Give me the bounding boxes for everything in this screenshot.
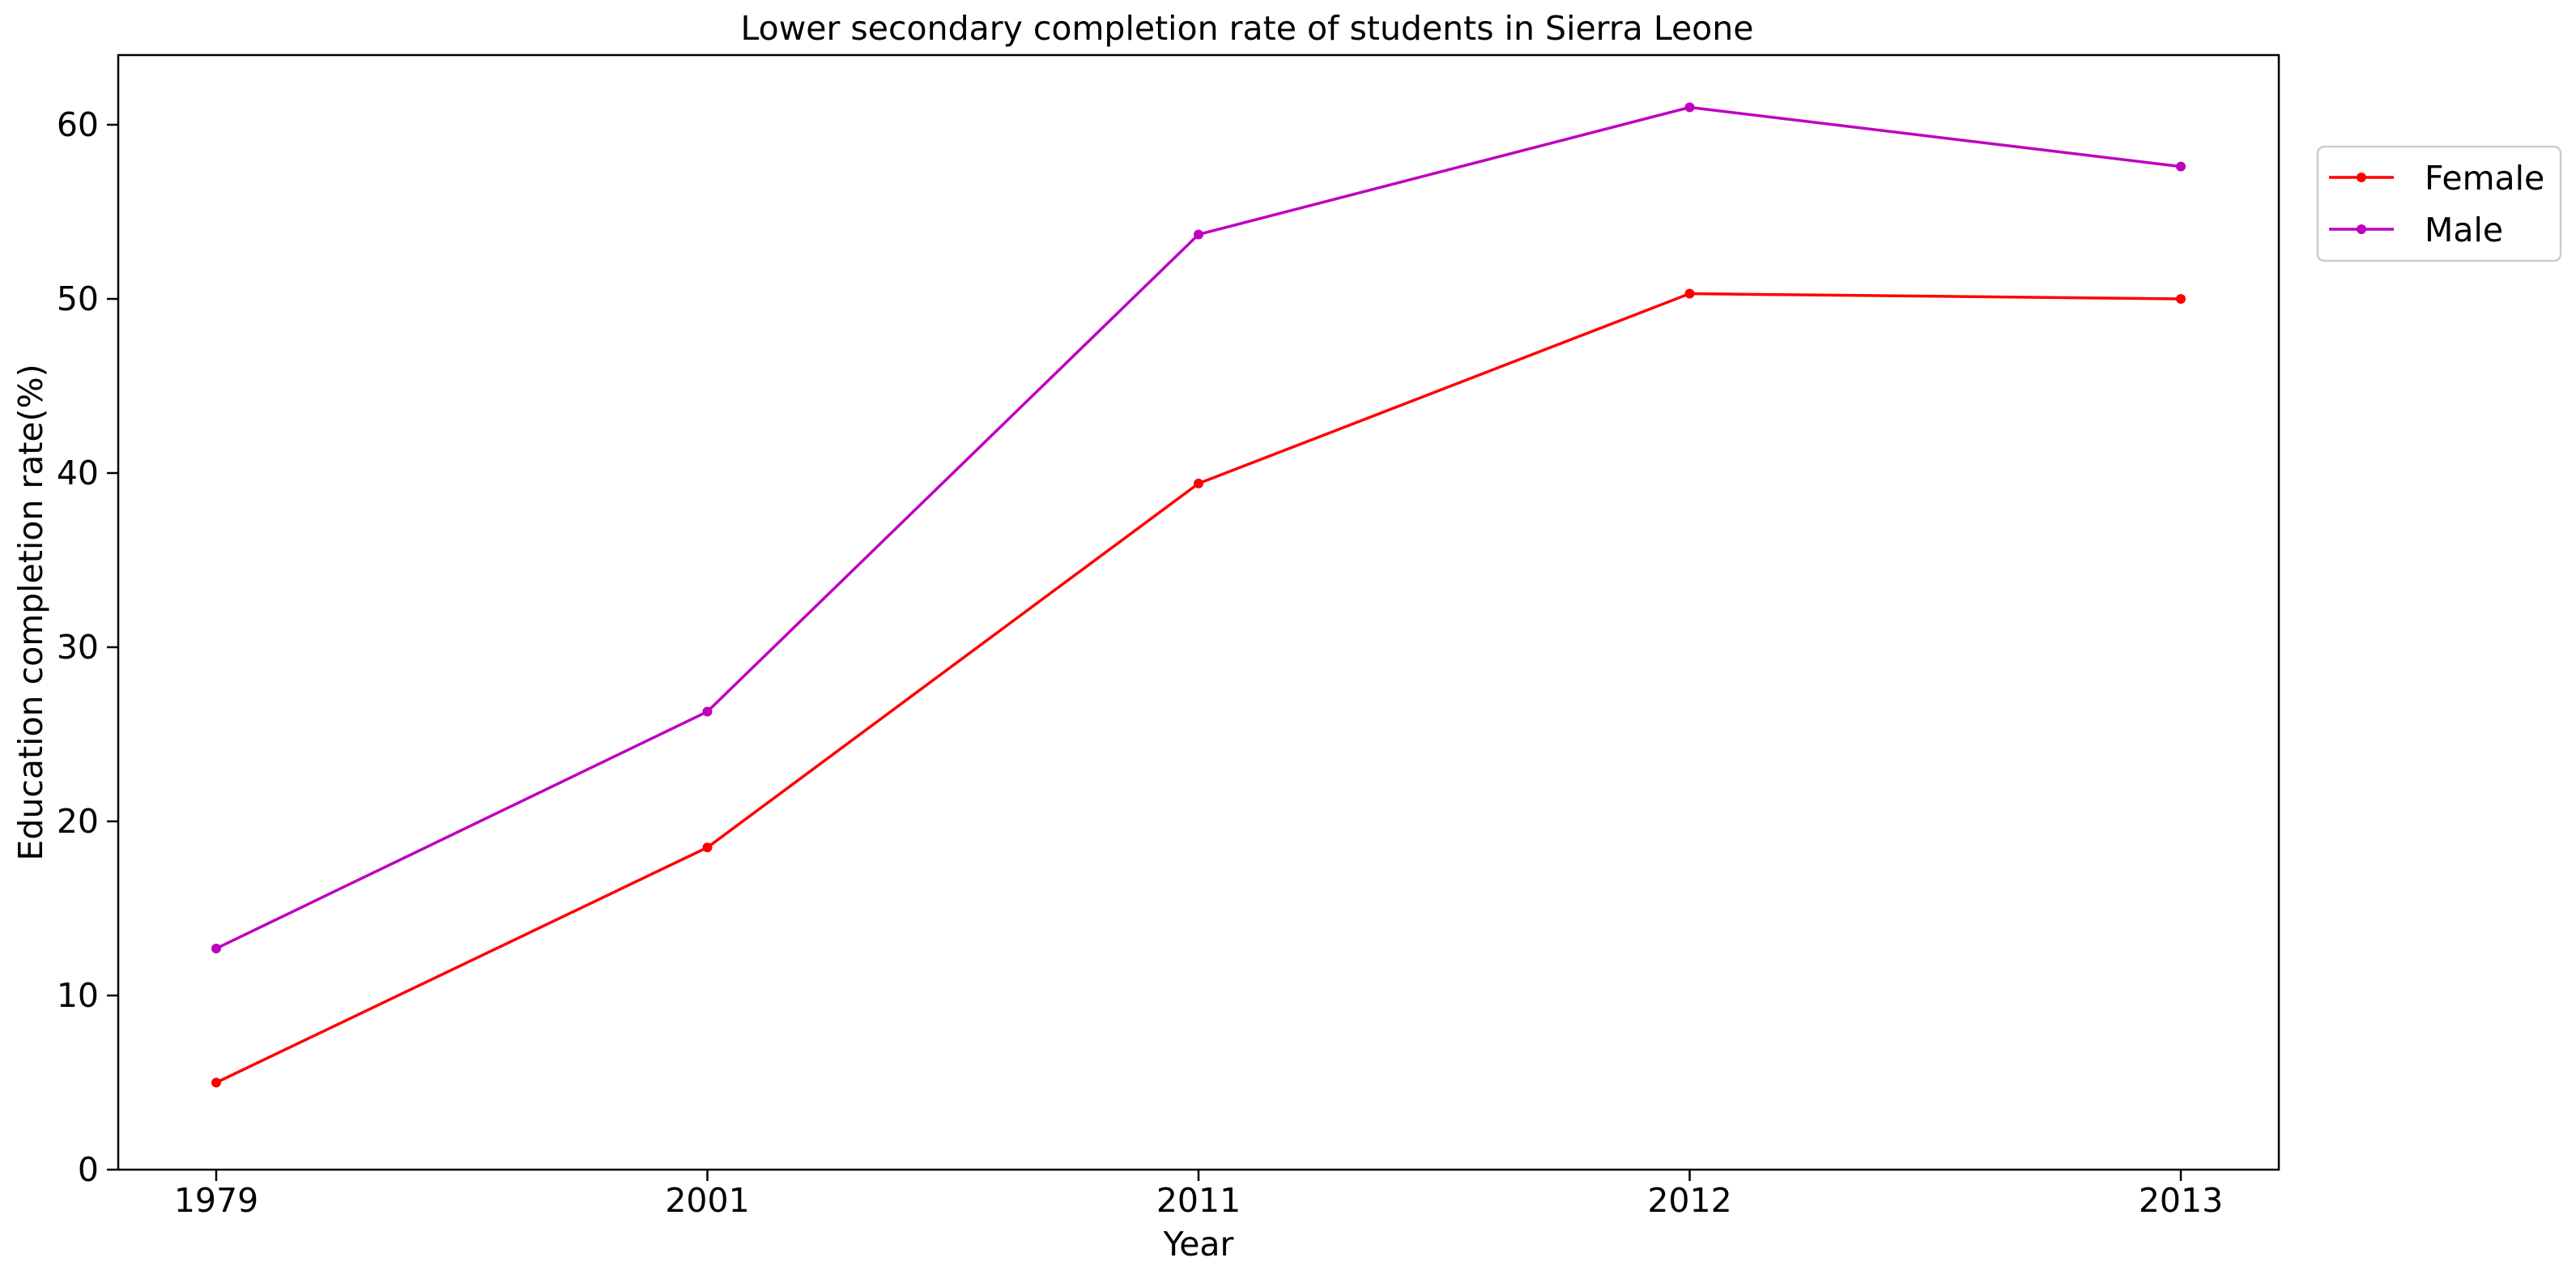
y-tick-label: 0 (78, 1150, 99, 1189)
legend-frame (2316, 145, 2562, 262)
data-point-male (1194, 229, 1203, 240)
y-tick-label: 30 (57, 628, 99, 667)
x-tick-label: 2012 (1647, 1181, 1731, 1220)
data-point-female (2176, 294, 2186, 304)
data-point-male (211, 943, 221, 953)
series-male (211, 102, 2186, 953)
data-point-female (702, 842, 713, 853)
legend-swatch-marker (2357, 224, 2366, 234)
y-tick-label: 10 (57, 976, 99, 1015)
legend-item-female: Female (2329, 159, 2544, 198)
x-tick-label: 2011 (1156, 1181, 1241, 1220)
series-female (211, 288, 2186, 1088)
data-point-male (2176, 161, 2186, 172)
legend: Female Male (2316, 145, 2562, 262)
x-axis-label: Year (1163, 1225, 1234, 1264)
y-tick-label: 50 (57, 279, 99, 318)
y-tick-label: 20 (57, 802, 99, 841)
data-point-male (1684, 102, 1695, 113)
y-axis-label: Education completion rate(%) (11, 364, 50, 860)
x-axis: 1979 2001 2011 2012 2013 (174, 1170, 2223, 1220)
legend-swatch-marker (2357, 173, 2366, 182)
x-tick-label: 2001 (665, 1181, 749, 1220)
y-tick-label: 40 (57, 454, 99, 492)
chart-title: Lower secondary completion rate of stude… (741, 9, 1754, 48)
data-point-male (702, 706, 713, 717)
series-layer (211, 102, 2186, 1088)
legend-label: Male (2425, 211, 2503, 249)
legend-item-male: Male (2329, 211, 2503, 249)
data-point-female (1194, 478, 1203, 488)
data-point-female (211, 1077, 221, 1088)
y-axis: 0 10 20 30 40 50 60 (57, 105, 118, 1189)
x-tick-label: 2013 (2139, 1181, 2223, 1220)
y-tick-label: 60 (57, 105, 99, 144)
x-tick-label: 1979 (174, 1181, 258, 1220)
legend-label: Female (2425, 159, 2544, 198)
data-point-female (1684, 288, 1695, 299)
